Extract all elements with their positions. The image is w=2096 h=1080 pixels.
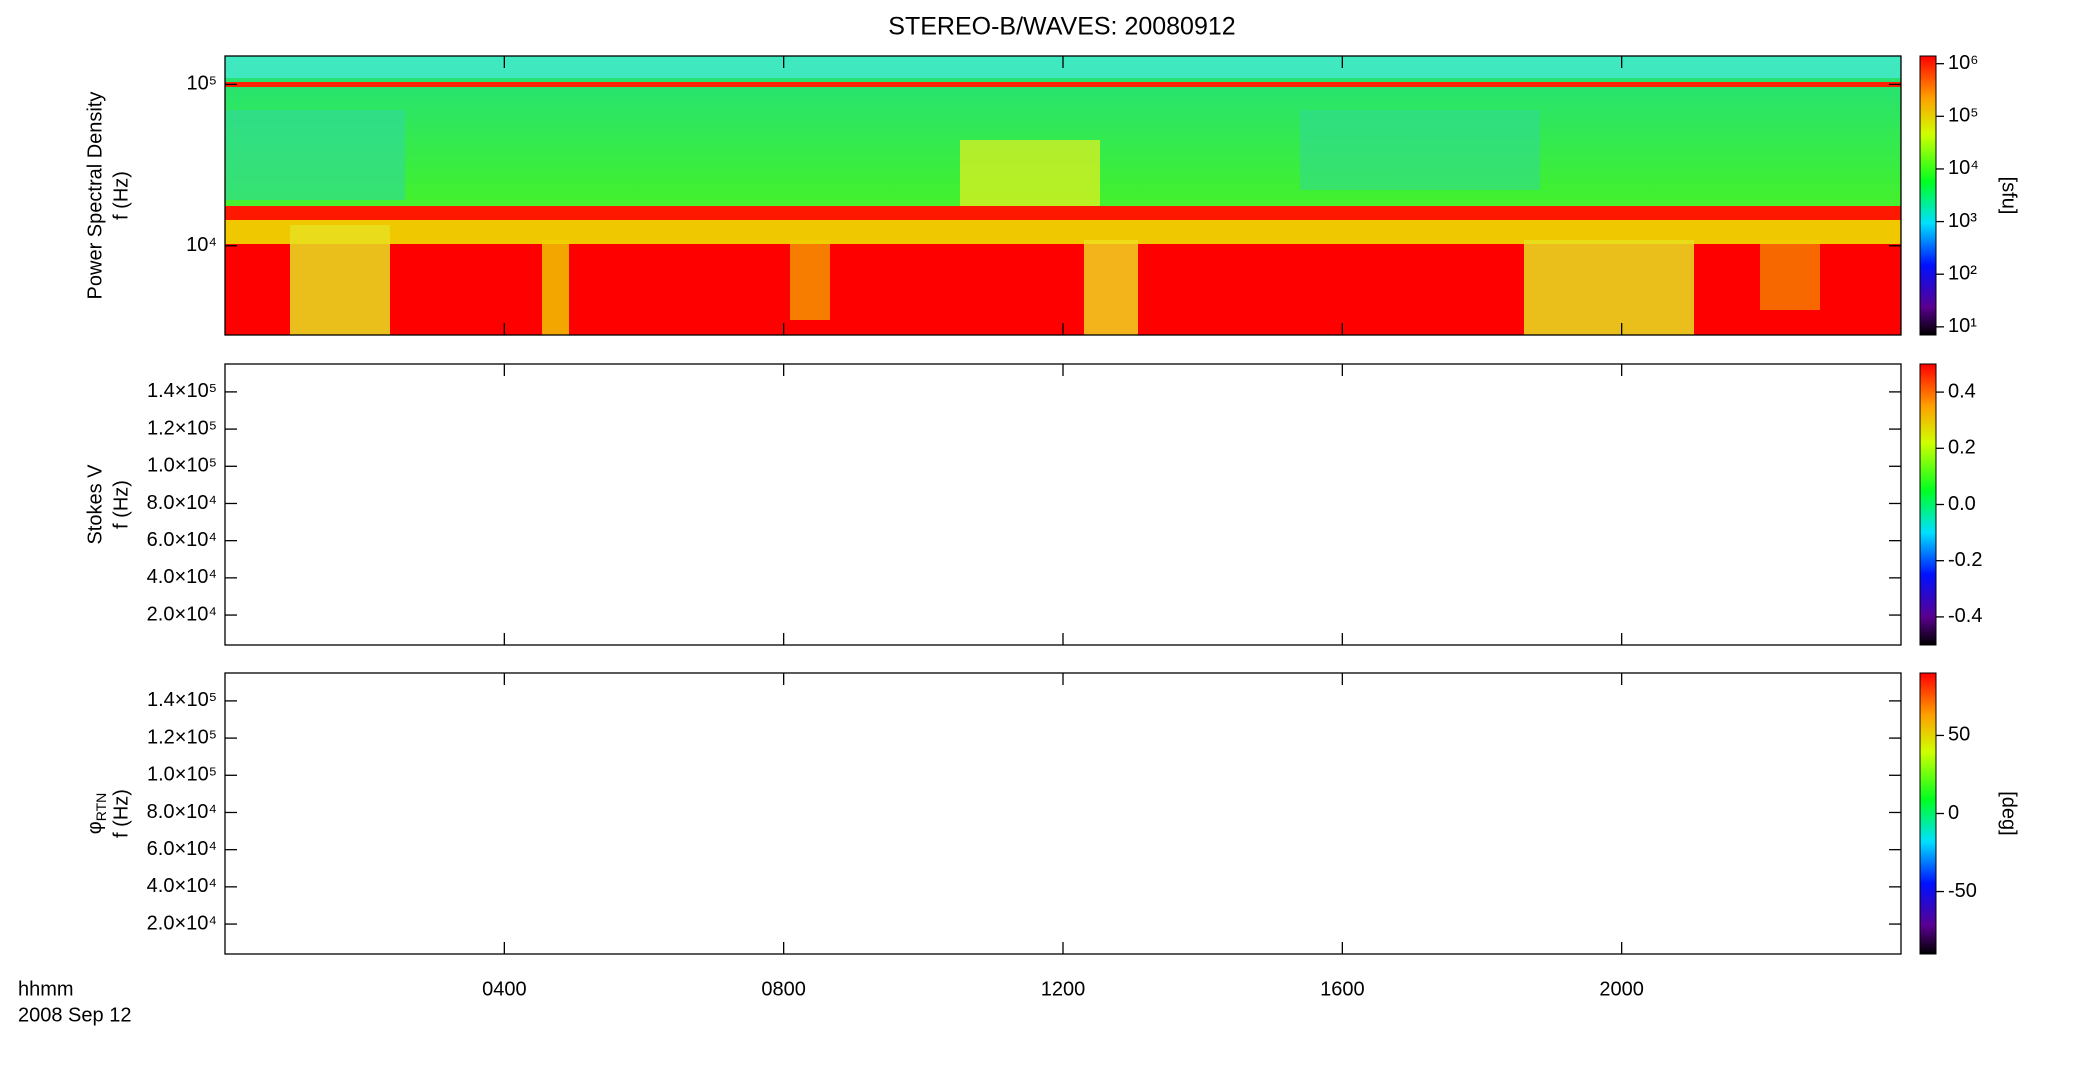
y-axis-label: f (Hz) (110, 789, 132, 838)
colorbar-tick-label: 10² (1948, 262, 1977, 284)
colorbar-tick-label: 10⁶ (1948, 52, 1978, 74)
colorbar-tick-label: -50 (1948, 880, 1977, 902)
colorbar-tick-label: 0 (1948, 802, 1959, 824)
y-tick-label: 10⁵ (186, 73, 217, 95)
y-axis-label-symbol: φ (84, 821, 106, 834)
x-tick-label: 0400 (482, 978, 527, 1000)
y-tick-label: 6.0×10⁴ (147, 838, 217, 860)
colorbar-tick-label: 50 (1948, 724, 1970, 746)
y-axis-label: Power Spectral Density (84, 92, 106, 300)
chart-title: STEREO-B/WAVES: 20080912 (888, 13, 1235, 41)
y-tick-label: 4.0×10⁴ (147, 875, 217, 897)
y-tick-label: 4.0×10⁴ (147, 566, 217, 588)
y-tick-label: 2.0×10⁴ (147, 603, 217, 625)
y-axis-label: f (Hz) (110, 171, 132, 220)
colorbar (1919, 55, 1937, 336)
colorbar-tick-label: 0.4 (1948, 380, 1976, 402)
colorbar (1919, 672, 1937, 955)
y-tick-label: 6.0×10⁴ (147, 529, 217, 551)
spectrogram-image (225, 56, 1901, 335)
colorbar (1919, 363, 1937, 646)
colorbar-tick-label: 0.2 (1948, 437, 1976, 459)
y-tick-label: 8.0×10⁴ (147, 492, 217, 514)
y-axis-label: Stokes V (84, 464, 106, 545)
colorbar-tick-label: 10¹ (1948, 315, 1977, 337)
y-axis-label: f (Hz) (110, 480, 132, 529)
x-axis-label: hhmm (18, 978, 74, 1000)
plot-frame (224, 363, 1902, 646)
colorbar-tick-label: 0.0 (1948, 493, 1976, 515)
y-tick-label: 1.0×10⁵ (147, 455, 217, 477)
plot-frame (224, 672, 1902, 955)
y-tick-label: 1.4×10⁵ (147, 380, 217, 402)
colorbar-tick-label: 10³ (1948, 210, 1977, 232)
y-tick-label: 10⁴ (186, 234, 217, 256)
date-label: 2008 Sep 12 (18, 1004, 131, 1026)
y-tick-label: 1.2×10⁵ (147, 726, 217, 748)
colorbar-tick-label: -0.4 (1948, 605, 1982, 627)
y-tick-label: 2.0×10⁴ (147, 912, 217, 934)
x-tick-label: 2000 (1599, 978, 1644, 1000)
y-tick-label: 8.0×10⁴ (147, 801, 217, 823)
colorbar-tick-label: -0.2 (1948, 549, 1982, 571)
colorbar-tick-label: 10⁵ (1948, 105, 1979, 127)
y-tick-label: 1.4×10⁵ (147, 689, 217, 711)
y-tick-label: 1.2×10⁵ (147, 417, 217, 439)
colorbar-tick-label: 10⁴ (1948, 157, 1979, 179)
x-tick-label: 1600 (1320, 978, 1365, 1000)
colorbar-label: [deg] (1998, 791, 2020, 835)
y-axis-label: φRTN (84, 793, 108, 835)
y-tick-label: 1.0×10⁵ (147, 764, 217, 786)
x-tick-label: 0800 (761, 978, 806, 1000)
colorbar-label: [sfu] (1998, 177, 2020, 215)
y-axis-label-subscript: RTN (93, 793, 109, 822)
x-tick-label: 1200 (1041, 978, 1086, 1000)
